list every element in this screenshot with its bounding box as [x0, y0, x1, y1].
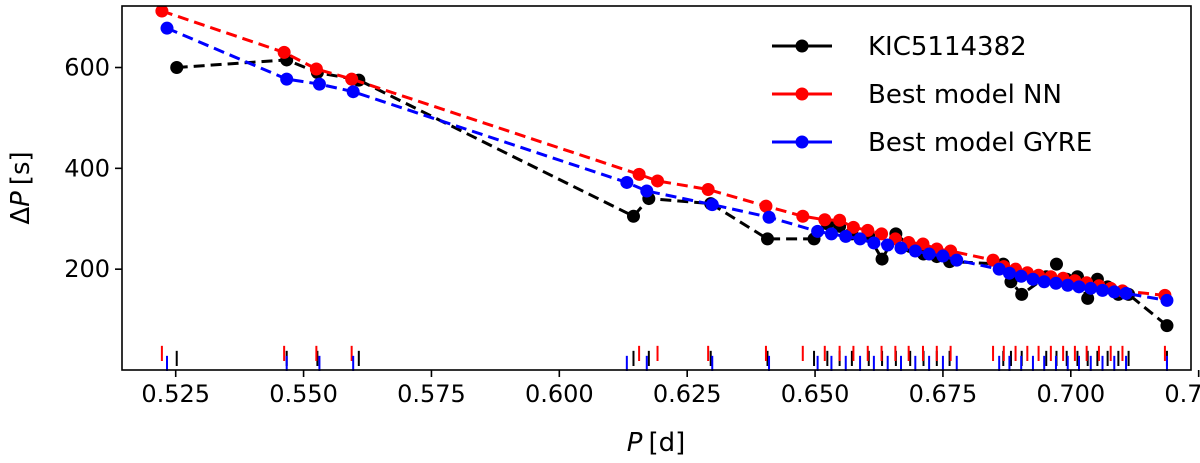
legend-label-best-model-nn: Best model NN	[868, 80, 1062, 110]
data-point-best-model-gyre	[1072, 280, 1086, 294]
data-point-best-model-nn	[759, 199, 773, 213]
data-point-best-model-gyre	[1160, 293, 1174, 307]
data-point-best-model-gyre	[346, 85, 360, 99]
data-point-best-model-gyre	[1096, 283, 1110, 297]
data-point-best-model-gyre	[280, 72, 294, 86]
data-point-best-model-nn	[796, 209, 810, 223]
data-point-best-model-gyre	[894, 241, 908, 255]
legend-marker-best-model-nn	[795, 87, 809, 101]
x-tick-label: 0.725	[1164, 380, 1200, 408]
data-point-kic5114382	[1160, 319, 1174, 333]
data-point-best-model-gyre	[762, 210, 776, 224]
data-point-best-model-gyre	[908, 244, 922, 258]
x-axis-variable: P	[627, 428, 643, 458]
data-point-best-model-gyre	[312, 77, 326, 91]
x-tick-label: 0.575	[397, 380, 466, 408]
data-point-best-model-gyre	[811, 224, 825, 238]
legend-marker-kic5114382	[795, 39, 809, 53]
data-point-best-model-nn	[986, 253, 1000, 267]
x-tick-label: 0.550	[269, 380, 338, 408]
data-point-best-model-gyre	[160, 21, 174, 35]
plot-frame	[121, 5, 1192, 371]
data-point-best-model-nn	[651, 174, 665, 188]
data-point-best-model-nn	[875, 227, 889, 241]
data-point-best-model-nn	[861, 223, 875, 237]
y-axis-unit: [s]	[6, 151, 36, 185]
data-point-best-model-gyre	[936, 249, 950, 263]
legend-label-best-model-gyre: Best model GYRE	[868, 128, 1092, 158]
data-point-best-model-nn	[345, 72, 359, 86]
data-point-best-model-gyre	[950, 253, 964, 267]
data-point-best-model-nn	[155, 6, 169, 18]
data-point-best-model-gyre	[1026, 272, 1040, 286]
data-point-best-model-gyre	[839, 229, 853, 243]
legend-label-kic5114382: KIC5114382	[868, 32, 1027, 62]
data-point-kic5114382	[875, 252, 889, 266]
data-point-best-model-gyre	[992, 262, 1006, 276]
x-tick-label: 0.650	[781, 380, 850, 408]
data-point-best-model-gyre	[1119, 286, 1133, 300]
x-tick-label: 0.625	[653, 380, 722, 408]
y-axis: 200 400 600	[64, 54, 122, 283]
data-point-best-model-gyre	[922, 247, 936, 261]
x-tick-label: 0.675	[909, 380, 978, 408]
data-point-best-model-gyre	[705, 198, 719, 212]
data-point-best-model-gyre	[824, 227, 838, 241]
data-point-kic5114382	[170, 61, 184, 75]
y-tick-label: 600	[64, 54, 110, 82]
series-line-best-model-gyre	[166, 26, 1168, 302]
data-point-best-model-nn	[846, 220, 860, 234]
x-axis-title: P [d]	[627, 428, 685, 458]
data-point-best-model-gyre	[1061, 278, 1075, 292]
x-tick-label: 0.700	[1036, 380, 1105, 408]
x-axis: 0.525 0.550 0.575 0.600 0.625 0.650 0.675 0.700…	[141, 370, 1200, 408]
period-rug-marks	[160, 345, 1168, 371]
data-point-best-model-nn	[309, 62, 323, 76]
data-point-best-model-gyre	[853, 232, 867, 246]
y-tick-label: 400	[64, 154, 110, 182]
data-point-best-model-gyre	[1049, 276, 1063, 290]
data-point-best-model-gyre	[1037, 275, 1051, 289]
data-point-kic5114382	[760, 232, 774, 246]
y-axis-variable: P	[6, 191, 36, 207]
x-tick-label: 0.525	[141, 380, 210, 408]
data-point-best-model-nn	[701, 183, 715, 197]
data-point-best-model-nn	[277, 45, 291, 59]
x-axis-unit: [d]	[648, 428, 685, 458]
data-point-best-model-gyre	[881, 238, 895, 252]
data-point-best-model-gyre	[1084, 281, 1098, 295]
data-point-kic5114382	[1081, 291, 1095, 305]
y-tick-label: 200	[64, 255, 110, 283]
data-point-kic5114382	[1049, 257, 1063, 271]
series-group	[155, 6, 1174, 333]
data-point-best-model-gyre	[640, 184, 654, 198]
data-point-best-model-gyre	[620, 175, 634, 189]
data-point-best-model-gyre	[1014, 269, 1028, 283]
data-point-best-model-nn	[818, 213, 832, 227]
data-point-best-model-gyre	[1107, 285, 1121, 299]
data-point-kic5114382	[1015, 287, 1029, 301]
x-tick-label: 0.600	[525, 380, 594, 408]
y-axis-title: ΔP [s]	[6, 151, 36, 224]
y-axis-delta: Δ	[6, 207, 36, 225]
legend-marker-best-model-gyre	[795, 135, 809, 149]
legend: KIC5114382 Best model NN Best model GYRE	[772, 32, 1092, 158]
data-point-best-model-nn	[833, 213, 847, 227]
data-point-kic5114382	[626, 209, 640, 223]
data-point-best-model-gyre	[867, 236, 881, 250]
data-point-best-model-nn	[632, 167, 646, 181]
data-point-best-model-gyre	[1002, 266, 1016, 280]
